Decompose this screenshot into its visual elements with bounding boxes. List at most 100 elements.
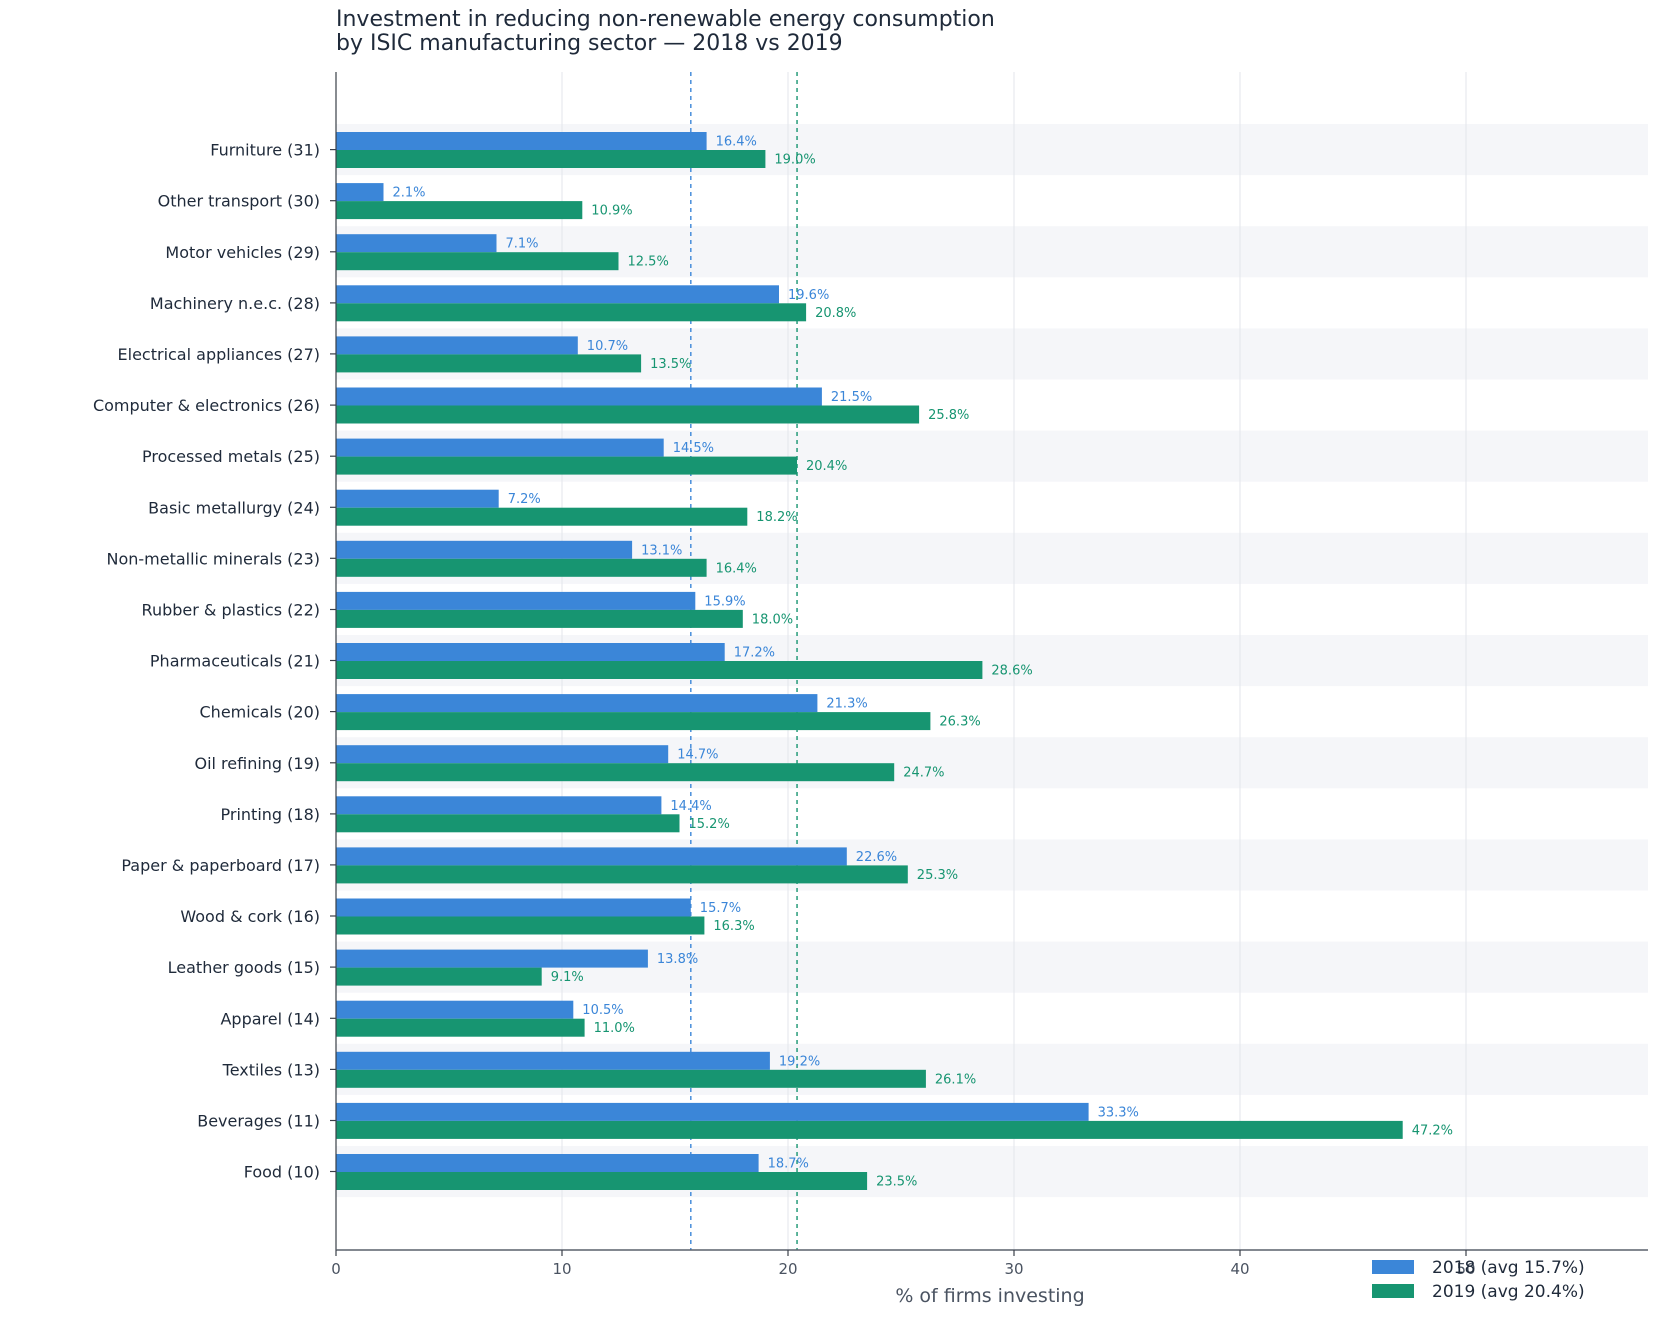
value-label: 13.5% <box>650 357 691 372</box>
value-label: 25.8% <box>928 408 969 423</box>
category-label: Printing (18) <box>221 805 320 824</box>
bar <box>336 1000 574 1019</box>
legend-label: 2018 (avg 15.7%) <box>1432 1258 1585 1278</box>
value-label: 7.1% <box>506 237 539 252</box>
legend: 2018 (avg 15.7%) 2019 (avg 20.4%) <box>1372 1258 1585 1302</box>
bar <box>336 1172 868 1190</box>
bar <box>336 1018 585 1037</box>
bar <box>336 916 705 935</box>
category-label: Processed metals (25) <box>142 447 320 466</box>
value-label: 15.7% <box>700 901 741 916</box>
value-label: 47.2% <box>1412 1123 1453 1138</box>
value-label: 28.6% <box>991 664 1032 679</box>
bar <box>336 354 642 373</box>
value-label: 18.0% <box>752 612 793 627</box>
value-label: 10.7% <box>587 339 628 354</box>
value-label: 19.0% <box>774 153 815 168</box>
category-label: Other transport (30) <box>158 192 320 211</box>
bar <box>336 694 818 713</box>
value-label: 26.1% <box>935 1072 976 1087</box>
legend-label: 2019 (avg 20.4%) <box>1432 1282 1585 1302</box>
x-tick-label: 0 <box>331 1260 341 1278</box>
category-label: Chemicals (20) <box>200 703 321 722</box>
value-label: 22.6% <box>856 850 897 865</box>
bar <box>336 609 743 628</box>
value-label: 18.7% <box>768 1157 809 1172</box>
value-label: 17.2% <box>734 646 775 661</box>
value-label: 16.4% <box>716 135 757 150</box>
value-label: 16.4% <box>716 561 757 576</box>
value-label: 21.3% <box>826 697 867 712</box>
bar <box>336 1051 770 1070</box>
bar <box>336 456 797 475</box>
bar <box>336 150 766 168</box>
value-label: 20.8% <box>815 306 856 321</box>
value-label: 12.5% <box>628 255 669 270</box>
category-label: Beverages (11) <box>197 1112 320 1131</box>
value-label: 24.7% <box>903 766 944 781</box>
value-label: 14.5% <box>673 441 714 456</box>
titles: Investment in reducing non-renewable ene… <box>336 7 1085 1307</box>
category-label: Machinery n.e.c. (28) <box>150 294 320 313</box>
value-label: 19.2% <box>779 1054 820 1069</box>
x-axis: 0 10 20 30 40 50 <box>330 72 1648 1278</box>
value-label: 13.1% <box>641 543 682 558</box>
x-tick-label: 20 <box>778 1260 797 1278</box>
value-label: 14.7% <box>677 748 718 763</box>
bar <box>336 1120 1403 1139</box>
bar <box>336 438 664 457</box>
bar <box>336 540 633 559</box>
category-label: Leather goods (15) <box>168 958 320 977</box>
bar <box>336 796 662 815</box>
bar <box>336 591 696 610</box>
value-label: 7.2% <box>508 492 541 507</box>
value-label: 18.2% <box>756 510 797 525</box>
bar <box>336 763 895 782</box>
bar <box>336 814 680 833</box>
value-label: 26.3% <box>939 715 980 730</box>
category-label: Apparel (14) <box>220 1009 320 1028</box>
bar <box>336 949 648 968</box>
bars <box>336 132 1403 1190</box>
bar <box>336 405 920 424</box>
category-label: Non-metallic minerals (23) <box>106 549 320 568</box>
category-label: Motor vehicles (29) <box>165 243 320 262</box>
category-label: Textiles (13) <box>222 1060 320 1079</box>
x-axis-title: % of firms investing <box>895 1285 1084 1307</box>
bar <box>336 745 669 764</box>
value-label: 21.5% <box>831 390 872 405</box>
bar <box>336 847 847 866</box>
bar <box>336 201 583 220</box>
category-label: Food (10) <box>244 1163 320 1182</box>
category-label: Furniture (31) <box>210 141 320 160</box>
bar <box>336 252 619 271</box>
bar <box>336 1154 759 1172</box>
legend-swatch <box>1372 1284 1414 1298</box>
bar <box>336 643 725 661</box>
bar <box>336 489 499 508</box>
category-label: Rubber & plastics (22) <box>142 601 320 620</box>
x-tick-label: 30 <box>1004 1260 1023 1278</box>
bar <box>336 1102 1089 1121</box>
bar <box>336 1069 926 1088</box>
category-label: Electrical appliances (27) <box>118 345 320 364</box>
value-label: 20.4% <box>806 459 847 474</box>
value-label: 33.3% <box>1098 1105 1139 1120</box>
chart-title-line-1: Investment in reducing non-renewable ene… <box>336 7 995 32</box>
bar <box>336 285 779 304</box>
value-labels: 16.4% 19.0% 2.1% 10.9% 7.1% 12.5% 19.6% 20.8% 10… <box>393 135 1454 1190</box>
bar <box>336 303 807 322</box>
value-label: 2.1% <box>393 186 426 201</box>
category-label: Computer & electronics (26) <box>93 396 320 415</box>
bar <box>336 865 908 884</box>
value-label: 15.9% <box>704 594 745 609</box>
bar <box>336 336 578 355</box>
value-label: 23.5% <box>876 1175 917 1190</box>
category-label: Basic metallurgy (24) <box>148 498 320 517</box>
value-label: 13.8% <box>657 952 698 967</box>
x-tick-label: 40 <box>1230 1260 1249 1278</box>
x-tick-label: 10 <box>552 1260 571 1278</box>
bar <box>336 132 707 150</box>
bar <box>336 234 497 253</box>
